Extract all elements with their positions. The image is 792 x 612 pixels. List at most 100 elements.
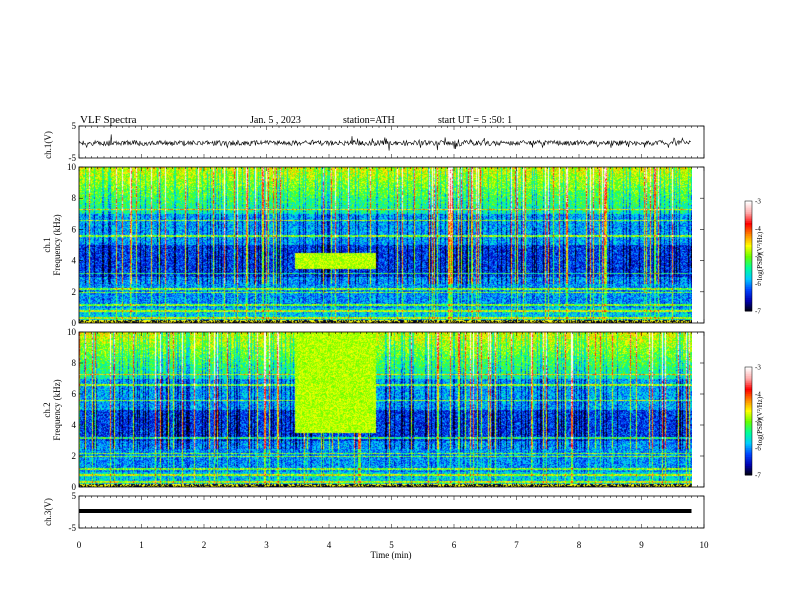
colorbar-swatch [745,250,752,253]
colorbar-swatch [745,435,752,438]
colorbar-swatch [745,466,752,469]
x-tick-label: 8 [577,540,582,550]
colorbar-swatch [745,444,752,447]
colorbar-frame [744,366,753,476]
ch1-waveform-y-tick-label: -5 [69,153,77,163]
colorbar-swatch [745,397,752,400]
colorbar-swatch [745,451,752,454]
colorbar-swatch [745,226,752,229]
colorbar-swatch [745,303,752,306]
colorbar-swatch [745,206,752,209]
colorbar-swatch [745,309,752,312]
colorbar-swatch [745,237,752,240]
station-label: station=ATH [343,115,395,126]
colorbar-swatch [745,453,752,456]
colorbar-swatch [745,259,752,262]
colorbar-swatch [745,430,752,433]
x-tick-label: 3 [264,540,269,550]
colorbar-swatch [745,210,752,213]
colorbar-swatch [745,252,752,255]
colorbar-swatch [745,442,752,445]
colorbar-swatch [745,408,752,411]
figure-title: VLF Spectra [80,114,137,126]
ch1-waveform-ylabel: ch.1(V) [43,131,53,159]
colorbar-swatch [745,283,752,286]
colorbar-swatch [745,272,752,275]
ch1-colorbar: -3 -4 -5 -6 -7 [744,198,761,316]
ch1-waveform-panel: 5 -5 [69,121,705,163]
start-time-label: start UT = 5 :50: 1 [438,115,512,126]
x-axis-label: Time (min) [371,550,412,560]
colorbar-tick-label: -6 [755,445,761,453]
colorbar-swatch [745,292,752,295]
x-tick-label: 2 [202,540,207,550]
colorbar-swatch [745,428,752,431]
colorbar-swatch [745,296,752,299]
colorbar-swatch [745,412,752,415]
colorbar-swatch [745,268,752,272]
colorbar-swatch [745,471,752,474]
colorbar-swatch [745,368,752,372]
colorbar-swatch [745,422,752,426]
colorbar-swatch [745,285,752,288]
colorbar-swatch [745,455,752,458]
colorbar-swatch [745,223,752,226]
x-tick-label: 10 [700,540,710,550]
ch1-spectrogram-y-tick-label: 10 [67,162,77,172]
colorbar-swatch [745,431,752,435]
colorbar-swatch [745,276,752,279]
x-tick-label: 4 [327,540,332,550]
colorbar-swatch [745,395,752,399]
colorbar-swatch [745,212,752,215]
colorbar-swatch [745,460,752,463]
ch2-spectrogram-y-tick-label: 8 [72,358,77,368]
colorbar-swatch [745,201,752,204]
ch2-spectrogram-ylabel-channel: ch.2 [42,402,52,417]
colorbar-swatch [745,248,752,251]
ch1-spectrogram-y-tick-label: 2 [72,287,77,297]
ch2-colorbar: -3 -4 -5 -6 -7 [744,364,761,480]
colorbar-swatch [745,413,752,417]
colorbar-swatch [745,298,752,301]
ch2-spectrogram-ylabel: Frequency (kHz) [52,379,62,440]
colorbar-swatch [745,263,752,266]
colorbar-swatch [745,392,752,395]
colorbar-swatch [745,204,752,207]
colorbar-tick-label: -3 [755,198,761,206]
colorbar-swatch [745,221,752,224]
colorbar-swatch [745,294,752,297]
colorbar-swatch [745,421,752,424]
colorbar-tick-label: -7 [755,308,761,316]
colorbar-swatch [745,307,752,310]
colorbar-swatch [745,404,752,408]
x-tick-label: 6 [452,540,457,550]
colorbar-swatch [745,388,752,391]
colorbar-swatch [745,219,752,222]
colorbar-swatch [745,426,752,429]
colorbar-swatch [745,215,752,218]
x-tick-label: 7 [514,540,519,550]
colorbar-swatch [745,440,752,444]
colorbar-swatch [745,386,752,390]
colorbar-swatch [745,410,752,413]
ch1-colorbar-label: log(PSD)(V²/Hz) [756,231,764,280]
colorbar-swatch [745,232,752,235]
colorbar-swatch [745,256,752,259]
colorbar-swatch [745,301,752,305]
colorbar-swatch [745,287,752,290]
colorbar-swatch [745,261,752,264]
colorbar-swatch [745,243,752,246]
x-tick-label: 1 [139,540,144,550]
colorbar-swatch [745,239,752,242]
colorbar-swatch [745,279,752,283]
ch1-spectrogram-y-tick-label: 0 [72,318,77,328]
colorbar-tick-label: -5 [755,253,761,261]
colorbar-swatch [745,305,752,308]
colorbar-swatch [745,464,752,467]
colorbar-swatch [745,457,752,460]
colorbar-swatch [745,224,752,228]
colorbar-swatch [745,390,752,393]
ch3-waveform-trace [79,509,692,513]
ch1-spectrogram-image [79,167,692,323]
colorbar-swatch [745,462,752,465]
